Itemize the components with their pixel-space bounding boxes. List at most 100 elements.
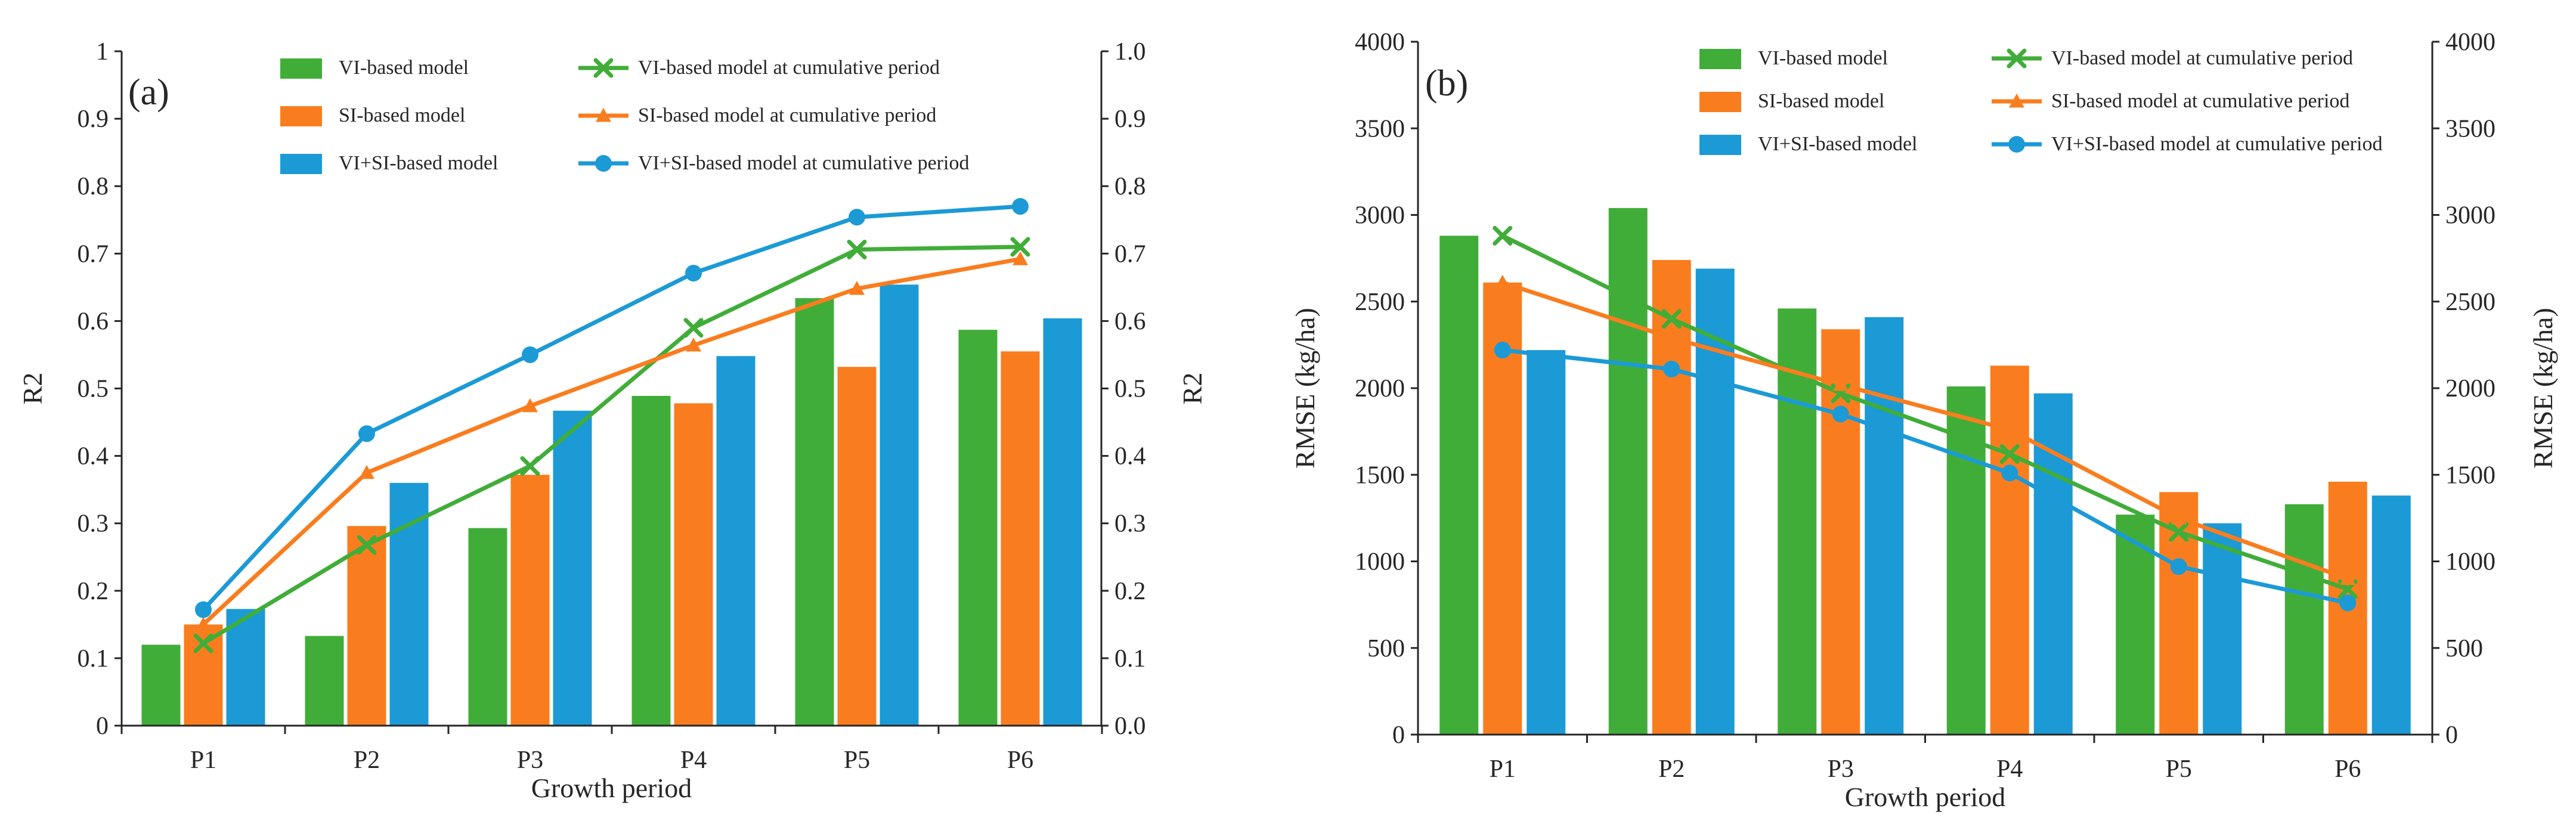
point-si-p1	[196, 617, 211, 631]
y-tick-label-right: 1500	[2445, 462, 2496, 489]
point-vi-p5	[2169, 522, 2189, 542]
legend-label: VI-based model	[1758, 47, 1888, 69]
x-tick-label-p5: P5	[844, 747, 870, 774]
point-si-p4	[2002, 422, 2018, 436]
legend-label: SI-based model	[339, 104, 465, 126]
point-si-p2	[1664, 330, 1680, 345]
y-axis-title-left: R2	[17, 373, 48, 405]
legend-label: VI-based model	[339, 57, 469, 79]
bar-vi-p5	[795, 298, 834, 726]
panel-b-chart: 0 500 1000 1500 2000 2500 3000 3500 4000 0 500 1000…	[1290, 29, 2558, 812]
x-tick-label-p1: P1	[1490, 755, 1516, 783]
bar-si-p5	[837, 367, 877, 726]
axes-group: 0 0.1 0.2 0.3 0.4 0.5 0.6 0.7 0.8 0.9 1 0.0 0.1 0.2 0.…	[17, 38, 1208, 803]
legend-swatch-si-bar	[280, 106, 322, 126]
x-tick-label-p4: P4	[680, 747, 707, 774]
bar-vi-p4	[631, 395, 671, 726]
line-visi-cumulative	[1502, 348, 2348, 605]
point-si-p6	[2340, 571, 2356, 585]
x-tick-label-p2: P2	[354, 747, 380, 774]
legend-swatch-vi-bar	[1699, 49, 1741, 69]
y-tick-label-right: 0.4	[1114, 443, 1146, 470]
bar-visi-p1	[226, 609, 265, 726]
legend-marker-vi	[593, 58, 614, 78]
y-tick-label-right: 2500	[2445, 289, 2496, 316]
y-tick-label-left: 2500	[1355, 289, 1405, 316]
bar-si-p4	[1990, 366, 2029, 735]
bar-vi-p1	[1439, 236, 1479, 735]
bar-vi-p5	[2116, 515, 2155, 735]
legend-label: VI+SI-based model	[1758, 133, 1918, 155]
y-tick-label-right: 0.7	[1114, 240, 1146, 268]
point-si-p5	[2171, 510, 2187, 525]
y-tick-label-right: 1.0	[1114, 38, 1146, 66]
y-tick-label-right: 0.1	[1114, 645, 1146, 673]
line-vi-cumulative	[1501, 234, 2349, 591]
point-visi-p1	[195, 601, 212, 618]
x-tick-label-p4: P4	[1996, 755, 2023, 783]
y-tick-label-left: 500	[1367, 635, 1405, 662]
y-tick-label-left: 1500	[1355, 462, 1405, 489]
x-tick-label-p2: P2	[1658, 755, 1685, 783]
bar-si-p3	[510, 475, 550, 726]
line-visi-cumulative	[202, 204, 1021, 611]
y-tick-label-left: 4000	[1355, 29, 1405, 56]
legend-label: SI-based model	[1758, 90, 1884, 112]
bar-vi-p1	[141, 645, 181, 726]
y-tick-label-right: 0.9	[1114, 106, 1146, 133]
point-visi-p3	[1832, 405, 1849, 423]
legend-marker-si	[2009, 94, 2024, 108]
point-vi-p2	[357, 535, 377, 555]
y-tick-label-left: 3000	[1355, 202, 1405, 230]
point-vi-p1	[193, 633, 213, 654]
point-si-p6	[1013, 251, 1028, 265]
legend-swatch-si-bar	[1699, 92, 1741, 112]
point-visi-p6	[2339, 594, 2357, 612]
x-axis-title: Growth period	[531, 773, 692, 803]
point-visi-p2	[1663, 361, 1680, 378]
point-visi-p5	[849, 209, 865, 226]
point-vi-p4	[683, 318, 704, 338]
legend-swatch-visi-bar	[1699, 135, 1741, 155]
x-axis-title: Growth period	[1845, 782, 2006, 812]
y-tick-label-left: 3500	[1355, 115, 1405, 143]
point-vi-p1	[1493, 225, 1513, 246]
legend-swatch-visi-bar	[280, 154, 322, 174]
bar-vi-p2	[1608, 208, 1648, 735]
bar-visi-p3	[1865, 317, 1904, 735]
point-vi-p5	[847, 240, 867, 260]
y-tick-label-left: 0	[1392, 721, 1405, 749]
point-vi-p2	[1661, 309, 1682, 329]
y-tick-label-left: 0	[96, 713, 109, 740]
legend-label: VI+SI-based model at cumulative period	[2051, 133, 2382, 155]
legend-label: VI+SI-based model at cumulative period	[638, 152, 969, 174]
x-tick-label-p6: P6	[2334, 755, 2361, 783]
point-vi-p3	[520, 456, 540, 476]
legend-marker-si	[596, 108, 611, 122]
point-visi-p4	[2001, 464, 2018, 482]
bar-vi-p3	[468, 528, 507, 726]
y-tick-label-right: 0.8	[1114, 173, 1146, 200]
bar-si-p1	[184, 624, 223, 726]
point-visi-p2	[358, 425, 375, 442]
y-tick-label-left: 2000	[1355, 375, 1405, 402]
bar-visi-p1	[1527, 350, 1566, 735]
point-visi-p1	[1494, 342, 1511, 359]
x-tick-label-p3: P3	[517, 747, 543, 774]
line-si-cumulative	[202, 256, 1021, 626]
point-si-p2	[359, 464, 374, 479]
y-tick-label-left: 0.7	[78, 240, 109, 268]
bar-visi-p5	[880, 284, 919, 726]
point-visi-p4	[685, 265, 702, 282]
x-tick-label-p1: P1	[190, 747, 216, 774]
legend-label: VI-based model at cumulative period	[638, 57, 940, 79]
bar-si-p6	[1001, 351, 1040, 726]
point-visi-p5	[2170, 558, 2187, 575]
legend-marker-visi	[2008, 136, 2025, 153]
legend-label: SI-based model at cumulative period	[2051, 90, 2349, 112]
y-axis-title-right: RMSE (kg/ha)	[2528, 308, 2558, 469]
y-axis-title-left: RMSE (kg/ha)	[1290, 308, 1320, 469]
bar-visi-p6	[1043, 318, 1082, 726]
bar-vi-p2	[305, 636, 344, 726]
y-tick-label-left: 1	[96, 38, 109, 66]
